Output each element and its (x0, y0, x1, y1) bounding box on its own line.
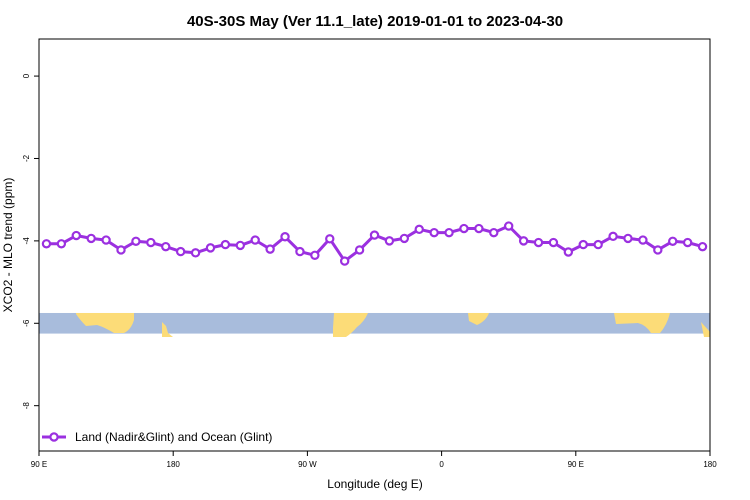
land-south-africa (468, 313, 489, 325)
x-axis-ticks: 90 E 180 90 W 0 90 E 180 (31, 451, 717, 469)
data-point (131, 236, 141, 246)
map-strip (39, 312, 710, 337)
data-point (41, 239, 52, 249)
data-point (504, 221, 514, 231)
land-australia-repeat (614, 313, 670, 333)
y-tick-label: -8 (22, 402, 31, 410)
data-point (682, 237, 693, 248)
data-point (220, 239, 231, 250)
data-point (697, 241, 708, 252)
chart-title: 40S-30S May (Ver 11.1_late) 2019-01-01 t… (187, 13, 563, 30)
data-point (593, 239, 603, 250)
legend: Land (Nadir&Glint) and Ocean (Glint) (42, 430, 272, 444)
data-point (354, 245, 365, 255)
data-point (608, 231, 618, 242)
data-point (190, 248, 201, 258)
data-point (399, 233, 410, 244)
y-tick-label: 0 (22, 73, 31, 78)
legend-label: Land (Nadir&Glint) and Ocean (Glint) (75, 430, 272, 444)
data-point (563, 247, 574, 257)
plot-frame (38, 38, 711, 452)
data-point (459, 223, 469, 234)
data-point (668, 236, 678, 246)
data-point (369, 230, 380, 240)
y-tick-label: -2 (22, 154, 31, 162)
data-point (653, 245, 663, 255)
data-point (56, 239, 67, 249)
y-axis-title: XCO2 - MLO trend (ppm) (1, 178, 15, 313)
data-point (310, 250, 320, 260)
land-australia (76, 313, 134, 333)
data-point (548, 237, 559, 248)
series-layer (41, 221, 708, 266)
data-point (235, 240, 245, 251)
data-point (265, 244, 275, 254)
data-point (71, 230, 81, 241)
legend-marker-swatch (49, 432, 59, 442)
data-point (414, 224, 424, 235)
x-tick-label: 90 E (31, 460, 47, 469)
data-point (101, 235, 111, 245)
data-point (578, 239, 588, 250)
data-point (86, 233, 96, 244)
x-tick-label: 180 (703, 460, 717, 469)
data-point (339, 256, 350, 266)
land-south-america (333, 313, 368, 337)
data-point (429, 227, 439, 238)
x-tick-label: 0 (439, 460, 444, 469)
land-new-zealand-repeat (701, 322, 710, 337)
data-point (280, 232, 290, 242)
data-point (205, 243, 216, 253)
y-tick-label: -6 (22, 319, 31, 327)
x-tick-label: 90 E (568, 460, 584, 469)
data-point (623, 233, 633, 244)
data-point (146, 237, 156, 248)
data-point (325, 234, 335, 244)
data-point (384, 236, 395, 246)
data-point (175, 246, 186, 257)
data-point (533, 237, 544, 248)
ocean-band (39, 312, 710, 334)
data-point (474, 223, 484, 234)
data-point (250, 235, 260, 245)
data-point (161, 241, 171, 252)
y-axis-ticks: 0 -2 -4 -6 -8 (22, 73, 39, 409)
data-point (295, 246, 305, 257)
data-point (518, 236, 529, 246)
data-point (116, 245, 126, 255)
x-tick-label: 180 (167, 460, 181, 469)
data-point (638, 235, 648, 245)
data-point (444, 227, 454, 238)
y-tick-label: -4 (22, 237, 31, 245)
data-point (489, 227, 499, 238)
land-new-zealand (162, 322, 173, 337)
x-axis-title: Longitude (deg E) (327, 477, 422, 491)
x-tick-label: 90 W (298, 460, 317, 469)
